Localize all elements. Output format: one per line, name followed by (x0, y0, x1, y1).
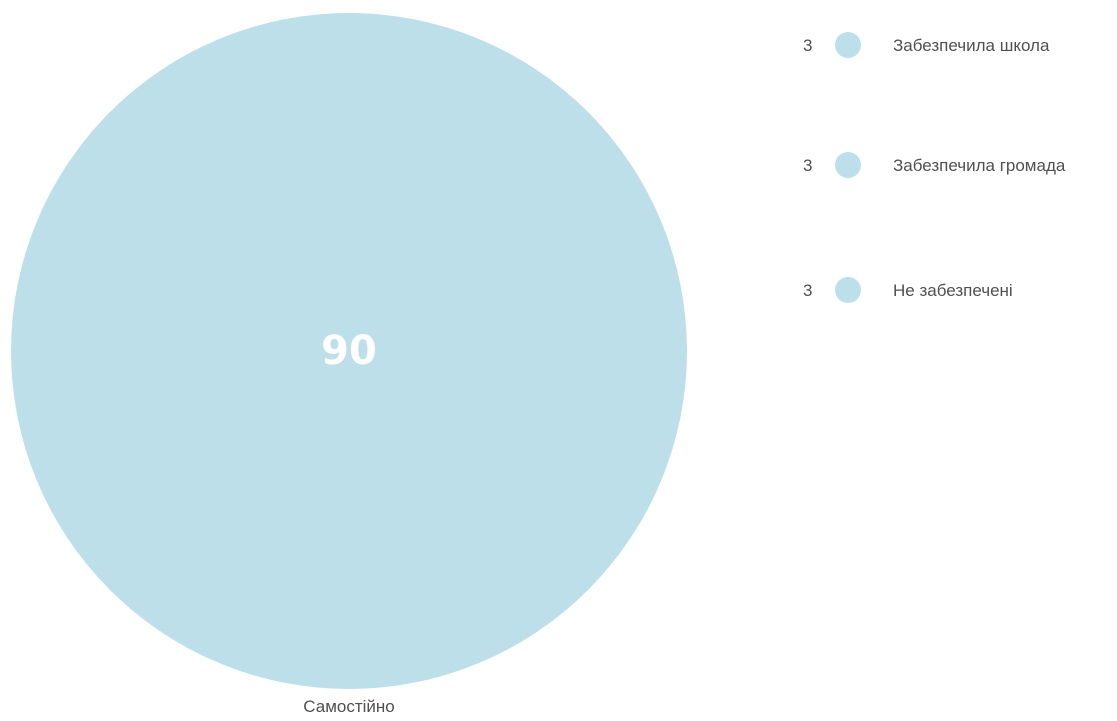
legend-item: 3 Забезпечила школа (803, 32, 1050, 58)
legend-item-value: 3 (803, 281, 812, 300)
legend-marker-icon (835, 32, 861, 58)
legend-item-value: 3 (803, 156, 812, 175)
legend-item: 3 Не забезпечені (803, 277, 1013, 303)
legend-item: 3 Забезпечила громада (803, 152, 1066, 178)
pie-slice-samostiyno (11, 13, 687, 689)
legend-marker-icon (835, 152, 861, 178)
main-value-label: 90 (321, 328, 377, 374)
legend-item-label: Забезпечила школа (893, 36, 1050, 55)
legend-item-label: Забезпечила громада (893, 156, 1066, 175)
legend-marker-icon (835, 277, 861, 303)
legend: 3 Забезпечила школа 3 Забезпечила громад… (803, 32, 1066, 303)
legend-item-value: 3 (803, 36, 812, 55)
main-category-label: Самостійно (303, 697, 394, 716)
legend-item-label: Не забезпечені (893, 281, 1013, 300)
